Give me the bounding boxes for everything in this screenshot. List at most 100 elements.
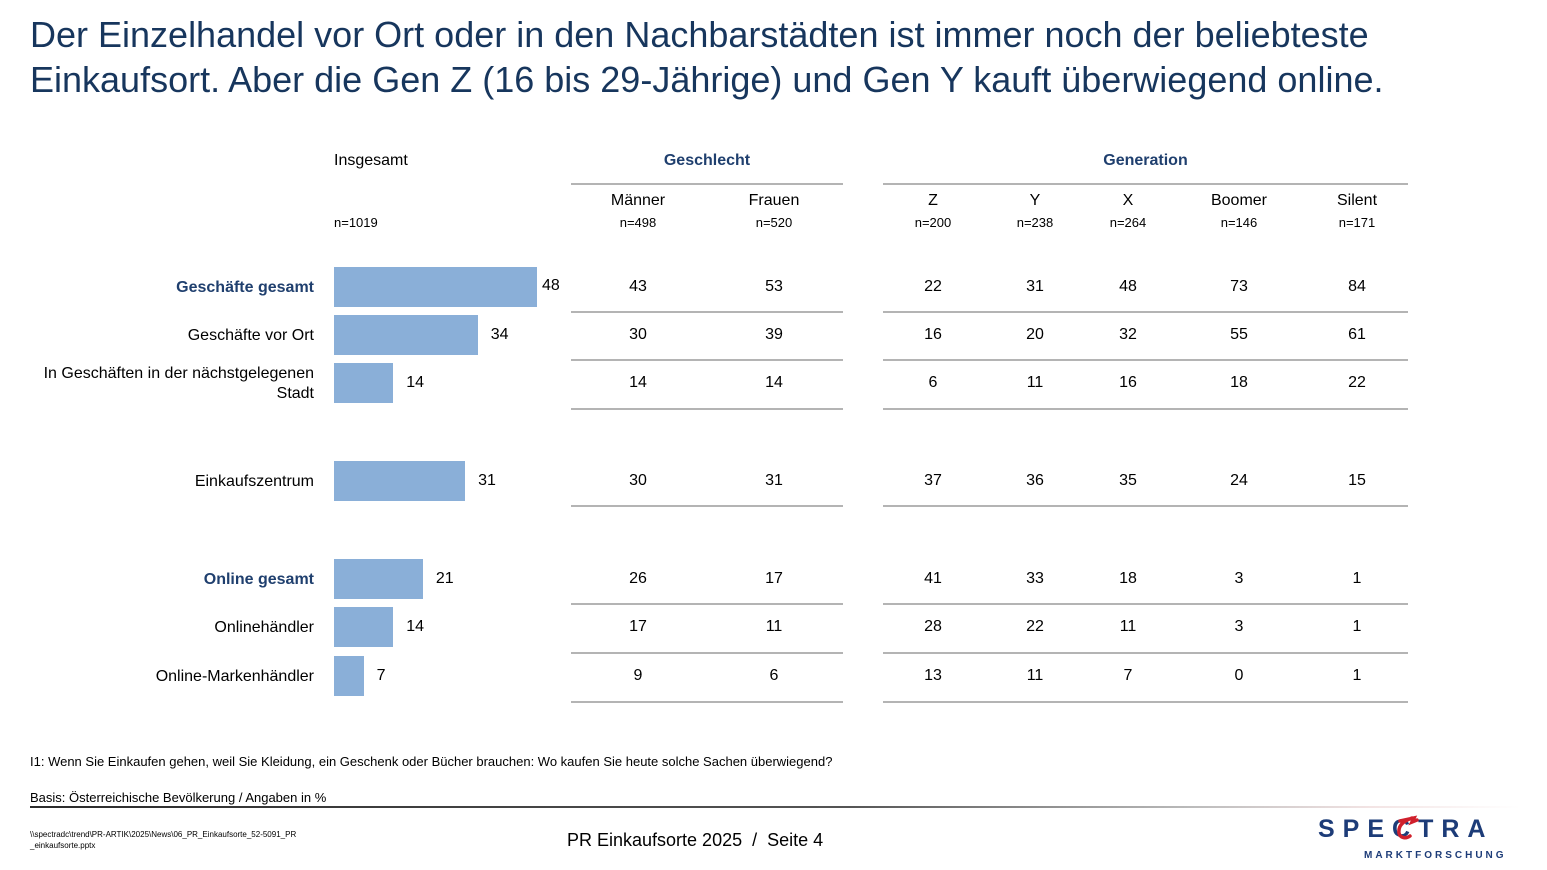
table-cell: 35 bbox=[1119, 472, 1137, 489]
sample-size-y: n=238 bbox=[1016, 215, 1054, 230]
table-cell: 37 bbox=[924, 472, 942, 489]
bar-value-label: 14 bbox=[406, 374, 424, 391]
bar bbox=[334, 461, 466, 501]
sample-size-z: n=200 bbox=[914, 215, 952, 230]
table-cell: 31 bbox=[765, 472, 783, 489]
table-cell: 17 bbox=[629, 618, 647, 635]
page-footer: PR Einkaufsorte 2025 / Seite 4 bbox=[567, 830, 824, 850]
row-divider bbox=[883, 408, 1408, 410]
table-cell: 9 bbox=[633, 667, 643, 684]
row-label: Online gesamt bbox=[203, 571, 314, 588]
row-label: Geschäfte vor Ort bbox=[187, 327, 314, 344]
logo-arrow-icon bbox=[1397, 815, 1419, 840]
table-cell: 26 bbox=[629, 570, 647, 587]
gender-group-rule bbox=[571, 183, 843, 185]
table-cell: 16 bbox=[1119, 374, 1137, 391]
sample-size-boomer: n=146 bbox=[1220, 215, 1258, 230]
row-label: In Geschäften in der nächstgelegenen Sta… bbox=[43, 365, 314, 402]
total-column-header: Insgesamt bbox=[334, 152, 408, 169]
generation-group-rule bbox=[883, 183, 1408, 185]
sample-size-silent: n=171 bbox=[1338, 215, 1376, 230]
column-header-silent: Silent bbox=[1336, 192, 1378, 209]
column-header-z: Z bbox=[928, 192, 938, 209]
row-divider bbox=[883, 505, 1408, 507]
row-label: Geschäfte gesamt bbox=[176, 279, 314, 296]
bar-value-label: 14 bbox=[406, 618, 424, 635]
logo-subtext: MARKTFORSCHUNG bbox=[1364, 850, 1507, 861]
row-divider bbox=[571, 311, 843, 313]
row-label: Online-Markenhändler bbox=[155, 668, 314, 685]
table-cell: 84 bbox=[1348, 278, 1366, 295]
table-cell: 28 bbox=[924, 618, 942, 635]
table-cell: 61 bbox=[1348, 326, 1366, 343]
table-cell: 22 bbox=[924, 278, 942, 295]
column-header-boomer: Boomer bbox=[1210, 192, 1268, 209]
table-cell: 36 bbox=[1026, 472, 1044, 489]
bar bbox=[334, 607, 394, 647]
table-cell: 22 bbox=[1026, 618, 1044, 635]
bar bbox=[334, 267, 537, 307]
bar-value-label: 7 bbox=[376, 667, 386, 684]
table-cell: 30 bbox=[629, 472, 647, 489]
page-title: Der Einzelhandel vor Ort oder in den Nac… bbox=[30, 14, 1384, 100]
table-cell: 13 bbox=[924, 667, 942, 684]
table-cell: 39 bbox=[765, 326, 783, 343]
table-cell: 11 bbox=[1026, 667, 1044, 684]
table-cell: 18 bbox=[1230, 374, 1248, 391]
group-header-gender: Geschlecht bbox=[663, 152, 751, 169]
table-cell: 1 bbox=[1352, 667, 1362, 684]
row-label: Onlinehändler bbox=[214, 619, 314, 636]
row-divider bbox=[571, 701, 843, 703]
column-header-männer: Männer bbox=[610, 192, 666, 209]
table-cell: 22 bbox=[1348, 374, 1366, 391]
table-cell: 17 bbox=[765, 570, 783, 587]
table-cell: 1 bbox=[1352, 618, 1362, 635]
bar-value-label: 21 bbox=[435, 570, 454, 587]
table-cell: 55 bbox=[1230, 326, 1248, 343]
table-cell: 3 bbox=[1234, 570, 1244, 587]
table-cell: 20 bbox=[1026, 326, 1044, 343]
row-divider bbox=[571, 652, 843, 654]
sample-size-männer: n=498 bbox=[619, 215, 657, 230]
table-cell: 30 bbox=[629, 326, 647, 343]
table-cell: 7 bbox=[1123, 667, 1133, 684]
table-cell: 0 bbox=[1234, 667, 1244, 684]
row-divider bbox=[571, 359, 843, 361]
table-cell: 43 bbox=[629, 278, 647, 295]
table-cell: 53 bbox=[765, 278, 783, 295]
bar bbox=[334, 559, 423, 599]
table-cell: 3 bbox=[1234, 618, 1244, 635]
row-divider bbox=[883, 359, 1408, 361]
table-cell: 32 bbox=[1119, 326, 1137, 343]
row-divider bbox=[571, 603, 843, 605]
table-cell: 41 bbox=[924, 570, 942, 587]
bar bbox=[334, 656, 364, 696]
row-label: Einkaufszentrum bbox=[194, 473, 314, 490]
sample-size-x: n=264 bbox=[1109, 215, 1147, 230]
table-cell: 16 bbox=[924, 326, 942, 343]
row-divider bbox=[883, 603, 1408, 605]
table-cell: 11 bbox=[1026, 374, 1044, 391]
row-divider bbox=[883, 311, 1408, 313]
file-path: \\spectradc\trend\PR-ARTIK\2025\News\06_… bbox=[30, 830, 297, 850]
bar-value-label: 34 bbox=[490, 326, 509, 343]
table-cell: 48 bbox=[1119, 278, 1137, 295]
bar bbox=[334, 315, 478, 355]
sample-size-frauen: n=520 bbox=[755, 215, 793, 230]
row-divider bbox=[883, 652, 1408, 654]
bar-value-label: 31 bbox=[478, 472, 496, 489]
table-cell: 6 bbox=[769, 667, 779, 684]
bar bbox=[334, 363, 394, 403]
table-cell: 1 bbox=[1352, 570, 1362, 587]
column-header-x: X bbox=[1122, 192, 1134, 209]
table-cell: 73 bbox=[1230, 278, 1248, 295]
column-header-frauen: Frauen bbox=[748, 192, 800, 209]
table-cell: 6 bbox=[928, 374, 938, 391]
group-header-generation: Generation bbox=[1103, 152, 1188, 169]
table-cell: 31 bbox=[1026, 278, 1044, 295]
table-cell: 18 bbox=[1119, 570, 1137, 587]
basis-text: Basis: Österreichische Bevölkerung / Ang… bbox=[30, 790, 327, 805]
table-cell: 11 bbox=[1119, 618, 1137, 635]
table-cell: 33 bbox=[1026, 570, 1044, 587]
table-cell: 11 bbox=[765, 618, 783, 635]
